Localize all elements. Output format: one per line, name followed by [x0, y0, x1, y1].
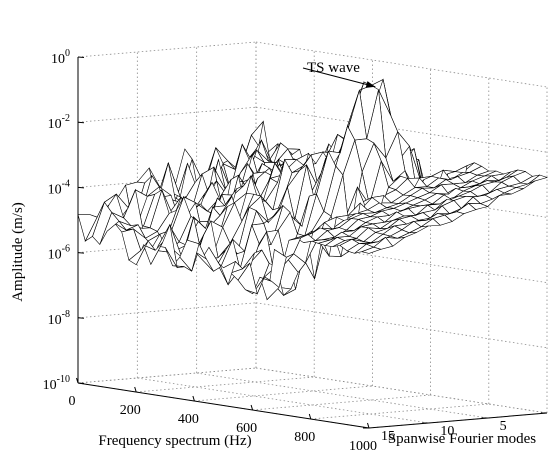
x-tick-mark	[76, 377, 79, 384]
z-tick-mark	[77, 121, 85, 124]
z-tick-mark	[77, 186, 85, 189]
grid-line	[77, 302, 257, 319]
z-axis-ticks: 100 10-2 10-4 10-6 10-8 10-10	[43, 48, 85, 393]
surface-mesh	[77, 78, 549, 301]
x-tick-label: 200	[120, 403, 141, 418]
grid-line	[252, 394, 431, 411]
axes-box	[77, 57, 548, 429]
x-axis-label: Frequency spectrum (Hz)	[98, 433, 251, 449]
annotation-arrowhead	[365, 81, 376, 88]
x-tick-mark	[250, 404, 254, 411]
annotation-arrow	[302, 67, 376, 88]
z-tick-label: 10-8	[48, 309, 70, 328]
x-axis-ticks: 0 200 400 600 800 1000	[69, 377, 377, 454]
x-tick-mark	[308, 413, 312, 420]
y-axis-label: Spanwise Fourier modes	[388, 431, 536, 447]
z-tick-label: 10-6	[48, 244, 70, 263]
x-tick-label: 600	[236, 421, 257, 436]
x-tick-mark	[367, 422, 370, 429]
x-tick-label: 400	[178, 412, 199, 427]
grid-line	[310, 403, 489, 420]
grid-line	[77, 367, 257, 384]
x-tick-label: 0	[69, 394, 76, 409]
z-tick-label: 10-10	[43, 374, 70, 393]
x-tick-mark	[192, 395, 195, 402]
grid-line	[255, 41, 548, 88]
grid-line	[196, 372, 488, 419]
z-tick-mark	[77, 56, 85, 58]
annotation-ts-wave: TS wave	[302, 60, 376, 88]
x-tick-label: 800	[294, 430, 315, 445]
z-tick-label: 10-2	[48, 113, 70, 132]
grid-line	[255, 367, 548, 414]
z-tick-mark	[77, 252, 85, 254]
z-tick-label: 10-4	[48, 178, 70, 197]
z-axis-label: Amplitude (m/s)	[10, 202, 26, 302]
y-tick-label: 15	[381, 429, 395, 444]
grid-line	[77, 41, 257, 58]
z-tick-mark	[77, 317, 85, 319]
y-axis-line	[368, 412, 548, 429]
y-tick-label: 5	[500, 419, 507, 434]
grid-line	[255, 106, 548, 153]
grid-line	[137, 377, 429, 424]
x-axis-line	[77, 382, 370, 429]
grid-line	[136, 376, 315, 393]
surface-patch	[77, 214, 98, 242]
z-tick-label: 100	[51, 48, 70, 67]
grid-line	[77, 106, 257, 123]
grid-lines	[77, 41, 548, 429]
y-tick-label: 10	[440, 424, 454, 439]
z-tick-mark	[77, 382, 85, 384]
x-tick-mark	[134, 386, 137, 393]
annotation-label: TS wave	[307, 60, 360, 76]
grid-line	[194, 385, 373, 402]
grid-line	[255, 302, 548, 349]
x-tick-label: 1000	[349, 439, 377, 454]
